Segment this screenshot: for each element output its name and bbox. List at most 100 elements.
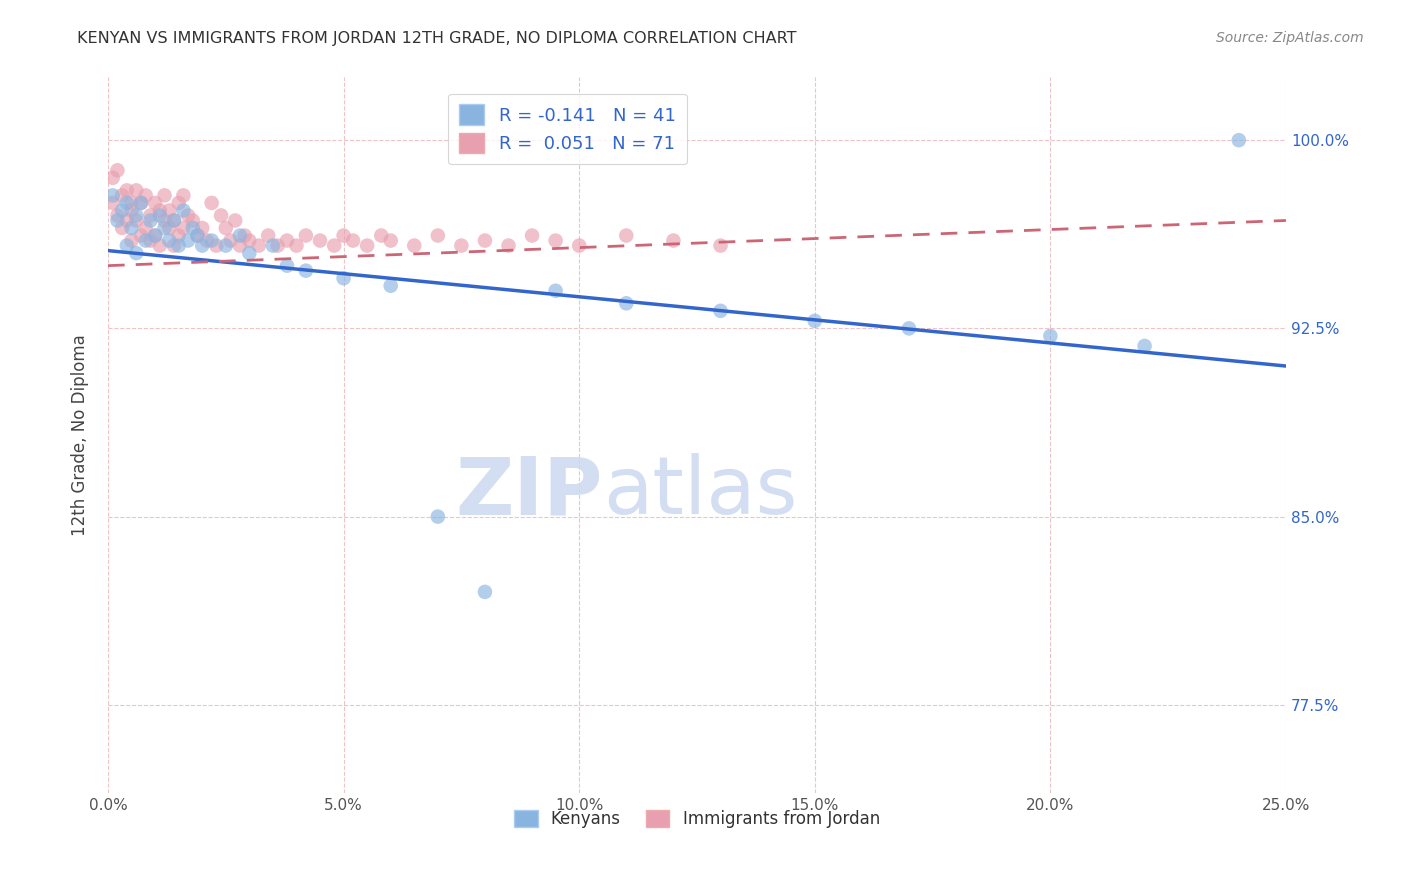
Point	[215, 238, 238, 252]
Point	[167, 195, 190, 210]
Point	[149, 209, 172, 223]
Point	[115, 213, 138, 227]
Point	[426, 509, 449, 524]
Point	[111, 188, 134, 202]
Point	[177, 234, 200, 248]
Point	[285, 238, 308, 252]
Point	[544, 234, 567, 248]
Point	[167, 238, 190, 252]
Point	[380, 278, 402, 293]
Point	[101, 195, 124, 210]
Point	[209, 209, 232, 223]
Point	[121, 234, 143, 248]
Point	[121, 221, 143, 235]
Point	[295, 228, 318, 243]
Point	[181, 221, 204, 235]
Point	[107, 213, 129, 227]
Point	[135, 234, 157, 248]
Point	[101, 170, 124, 185]
Point	[201, 234, 224, 248]
Point	[186, 228, 208, 243]
Point	[370, 228, 392, 243]
Text: Source: ZipAtlas.com: Source: ZipAtlas.com	[1216, 31, 1364, 45]
Point	[247, 238, 270, 252]
Point	[153, 213, 176, 227]
Point	[662, 234, 685, 248]
Point	[309, 234, 332, 248]
Point	[177, 209, 200, 223]
Point	[803, 314, 825, 328]
Point	[614, 228, 637, 243]
Text: ZIP: ZIP	[456, 453, 603, 532]
Point	[356, 238, 378, 252]
Point	[1039, 329, 1062, 343]
Point	[135, 188, 157, 202]
Point	[153, 188, 176, 202]
Point	[205, 238, 228, 252]
Point	[115, 238, 138, 252]
Point	[139, 234, 162, 248]
Point	[1227, 133, 1250, 147]
Point	[191, 238, 214, 252]
Point	[115, 183, 138, 197]
Point	[157, 203, 180, 218]
Point	[157, 221, 180, 235]
Point	[233, 228, 256, 243]
Point	[172, 221, 194, 235]
Point	[215, 221, 238, 235]
Point	[474, 585, 496, 599]
Legend: Kenyans, Immigrants from Jordan: Kenyans, Immigrants from Jordan	[508, 803, 886, 834]
Point	[107, 209, 129, 223]
Point	[404, 238, 426, 252]
Point	[101, 188, 124, 202]
Point	[614, 296, 637, 310]
Point	[153, 221, 176, 235]
Point	[257, 228, 280, 243]
Point	[474, 234, 496, 248]
Point	[186, 228, 208, 243]
Point	[323, 238, 346, 252]
Point	[520, 228, 543, 243]
Point	[129, 195, 152, 210]
Point	[332, 271, 354, 285]
Point	[129, 228, 152, 243]
Point	[163, 213, 186, 227]
Point	[143, 228, 166, 243]
Point	[115, 195, 138, 210]
Point	[898, 321, 921, 335]
Point	[229, 238, 252, 252]
Point	[450, 238, 472, 252]
Point	[332, 228, 354, 243]
Point	[125, 183, 148, 197]
Point	[167, 228, 190, 243]
Point	[111, 221, 134, 235]
Point	[149, 203, 172, 218]
Point	[276, 234, 298, 248]
Point	[498, 238, 520, 252]
Point	[544, 284, 567, 298]
Point	[229, 228, 252, 243]
Text: atlas: atlas	[603, 453, 797, 532]
Point	[195, 234, 218, 248]
Point	[181, 213, 204, 227]
Y-axis label: 12th Grade, No Diploma: 12th Grade, No Diploma	[72, 334, 89, 536]
Point	[426, 228, 449, 243]
Point	[238, 246, 260, 260]
Point	[139, 209, 162, 223]
Point	[224, 213, 246, 227]
Point	[276, 259, 298, 273]
Point	[295, 263, 318, 277]
Point	[129, 195, 152, 210]
Point	[238, 234, 260, 248]
Point	[219, 234, 242, 248]
Point	[342, 234, 364, 248]
Text: KENYAN VS IMMIGRANTS FROM JORDAN 12TH GRADE, NO DIPLOMA CORRELATION CHART: KENYAN VS IMMIGRANTS FROM JORDAN 12TH GR…	[77, 31, 797, 46]
Point	[139, 213, 162, 227]
Point	[157, 234, 180, 248]
Point	[1133, 339, 1156, 353]
Point	[201, 195, 224, 210]
Point	[143, 195, 166, 210]
Point	[121, 195, 143, 210]
Point	[172, 203, 194, 218]
Point	[568, 238, 591, 252]
